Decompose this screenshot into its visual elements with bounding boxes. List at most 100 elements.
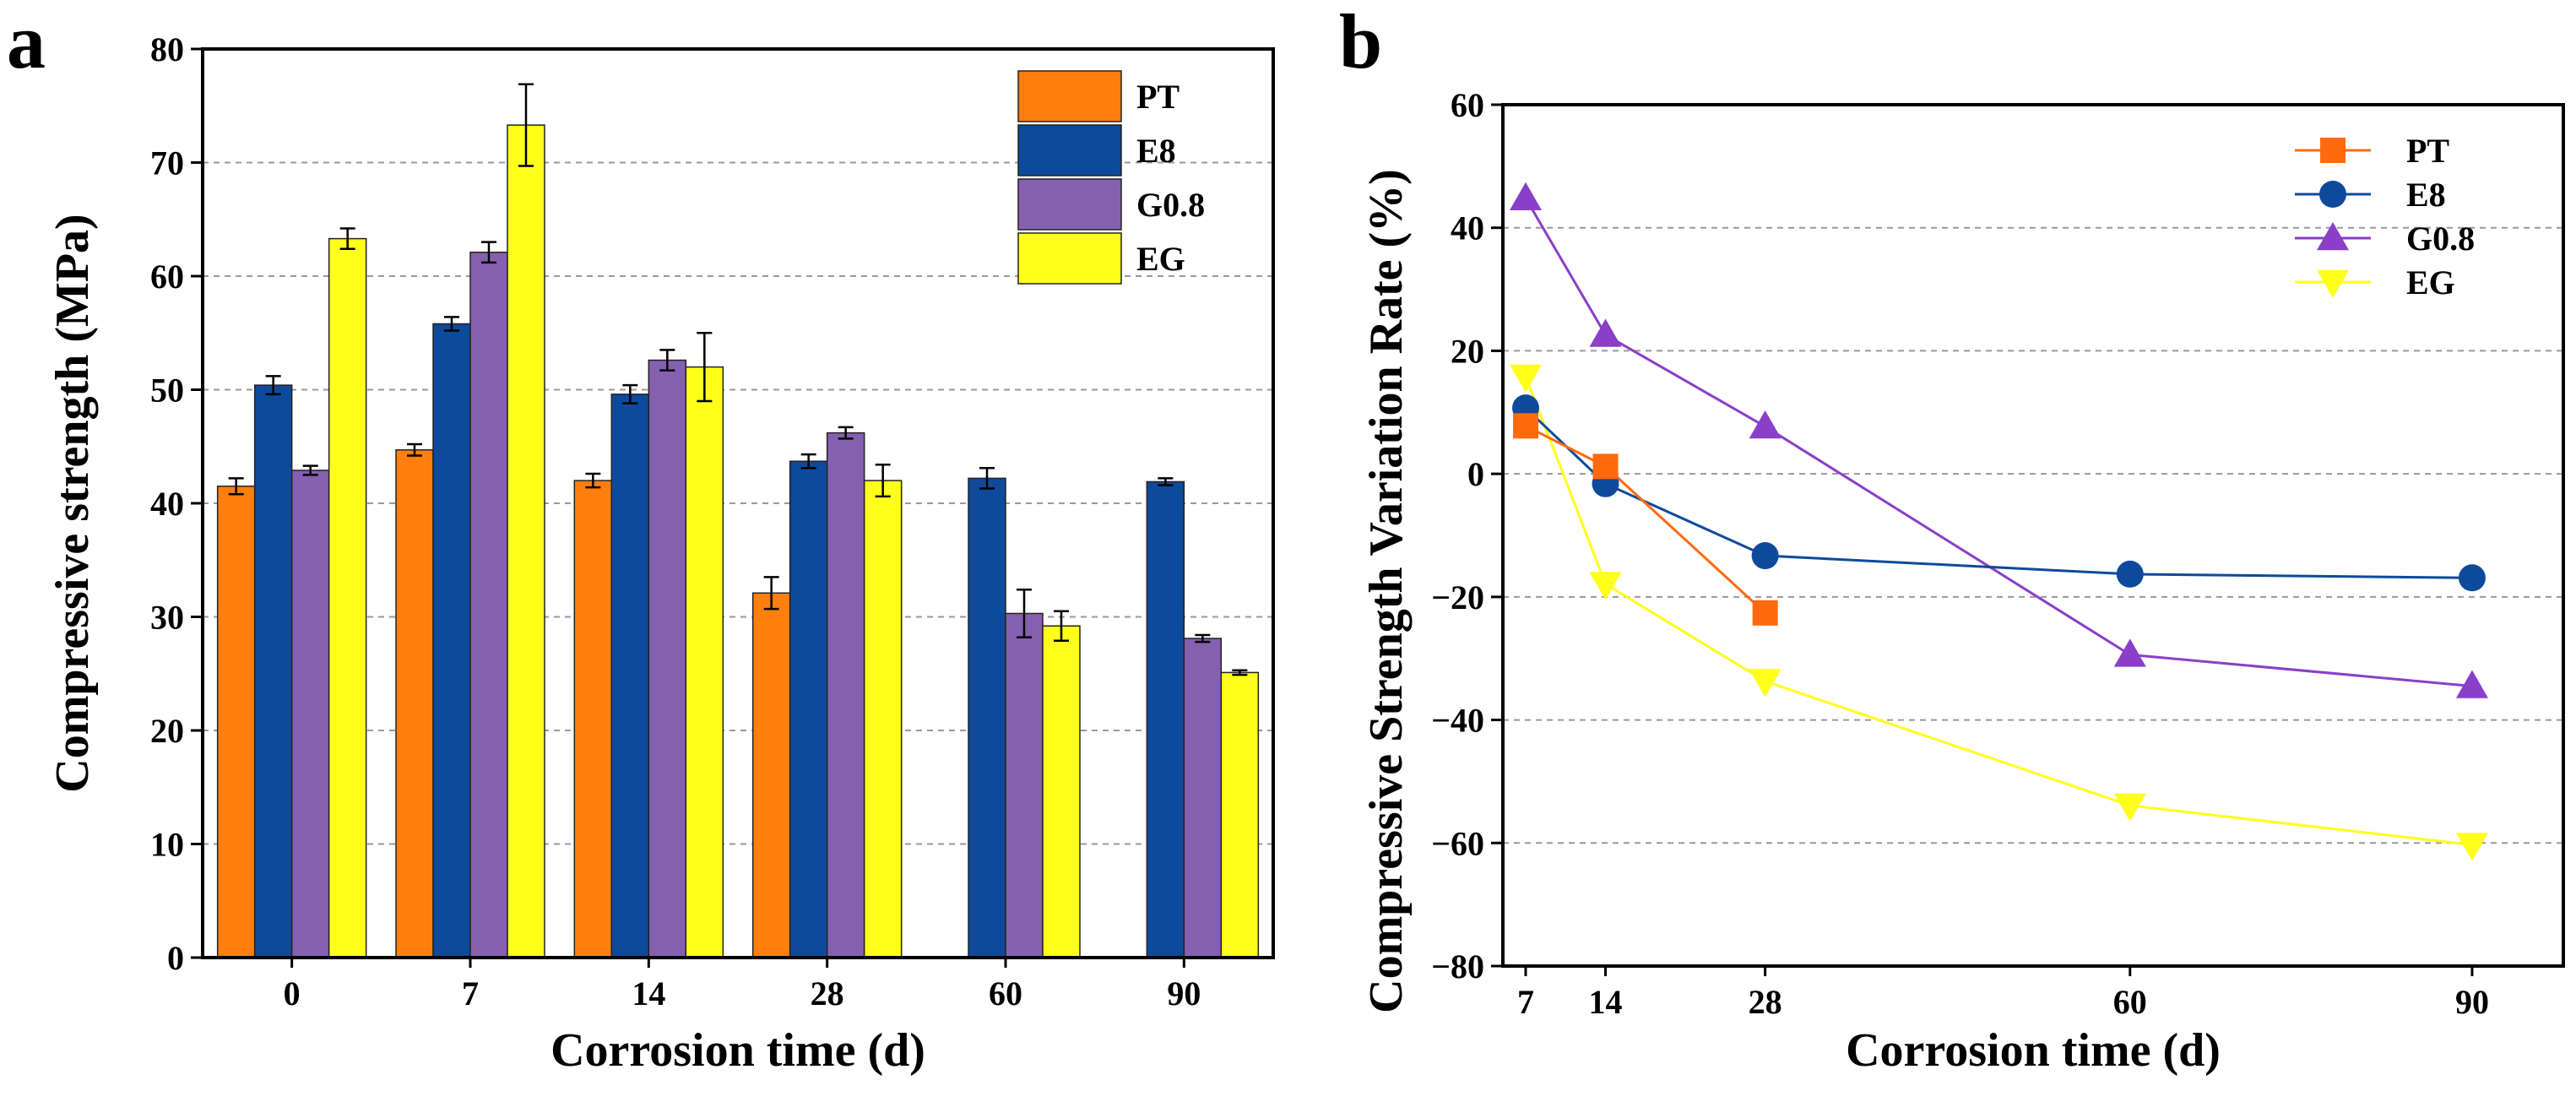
panel-b-y-tick-label: −80 [1431, 947, 1484, 985]
panel-a-y-tick-label: 50 [150, 372, 184, 410]
error-bar-eg-0 [339, 227, 355, 250]
panel-b-legend-marker [2317, 222, 2349, 251]
panel-b-x-tick-label: 7 [1517, 983, 1534, 1021]
panel-b-x-tick-label: 14 [1589, 983, 1623, 1021]
point-pt-7 [1513, 413, 1539, 439]
point-g08-7 [1510, 182, 1543, 210]
bar-e8-60 [968, 477, 1006, 958]
panel-b-x-tick-label: 28 [1749, 983, 1782, 1021]
panel-a-legend-label: EG [1136, 240, 1185, 278]
line-e8 [1524, 407, 2472, 579]
panel-b-y-tick-label: −20 [1431, 578, 1484, 616]
panel-a-x-tick-label: 7 [462, 974, 479, 1012]
panel-a-y-tick-label: 60 [150, 258, 184, 296]
bar-eg-7 [507, 124, 545, 958]
bar-pt-7 [395, 449, 434, 958]
panel-b-y-axis-title: Compressive Strength Variation Rate (%) [1360, 169, 1413, 1013]
bar-e8-7 [432, 323, 471, 958]
panel-a-legend-item-eg: EG [1017, 232, 1185, 285]
panel-a-x-tick-label: 90 [1167, 974, 1201, 1012]
panel-b-y-tick-label: −40 [1431, 702, 1484, 740]
panel-b-legend-marker [2320, 138, 2346, 163]
panel-b-line-chart: b −80 −60 −40 −20 0 20 40 60 7 14 28 60 90 Corrosion… [1339, 0, 2565, 1077]
panel-a-legend-item-g08: G0.8 [1017, 178, 1205, 231]
panel-a-y-tick-label: 70 [150, 144, 184, 182]
panel-a-legend-label: G0.8 [1136, 186, 1205, 224]
error-bar-e8-90 [1158, 477, 1174, 486]
panel-a-legend-item-e8: E8 [1017, 124, 1176, 176]
panel-b-legend-label: G0.8 [2406, 220, 2475, 258]
line-eg [1524, 376, 2473, 846]
bar-g08-90 [1183, 638, 1223, 958]
point-pt-28 [1752, 600, 1778, 626]
bar-g08-0 [290, 470, 330, 958]
error-bar-g08-28 [838, 426, 854, 440]
panel-a-y-tick-label: 30 [150, 599, 184, 637]
point-e8-60 [2116, 560, 2144, 588]
point-e8-28 [1751, 542, 1779, 570]
bar-pt-0 [216, 486, 256, 958]
bar-g08-7 [469, 252, 508, 958]
error-bar-pt-0 [228, 477, 244, 496]
bar-pt-14 [573, 480, 613, 958]
bar-e8-14 [610, 394, 650, 958]
panel-a-x-tick-label: 0 [284, 974, 301, 1012]
panel-b-x-tick-label: 60 [2113, 983, 2147, 1021]
panel-a-legend-item-pt: PT [1017, 70, 1180, 122]
error-bar-eg-60 [1054, 610, 1069, 642]
panel-b-x-tick-label: 90 [2455, 983, 2489, 1021]
panel-a-legend-label: PT [1136, 78, 1180, 116]
panel-a-legend-swatch [1017, 70, 1122, 122]
error-bar-g08-90 [1195, 633, 1211, 643]
bar-e8-28 [789, 460, 828, 958]
panel-b-legend-item-eg: EG [2295, 263, 2455, 301]
point-e8-90 [2458, 564, 2486, 592]
error-bar-e8-0 [265, 375, 281, 396]
error-bar-e8-28 [800, 453, 816, 470]
panel-b-legend-item-g08: G0.8 [2295, 220, 2475, 258]
panel-a-legend-swatch [1017, 124, 1122, 176]
bar-e8-0 [253, 384, 293, 958]
error-bar-e8-14 [622, 383, 638, 404]
point-g08-28 [1749, 410, 1782, 439]
panel-b-legend-label: PT [2406, 132, 2449, 170]
error-bar-pt-28 [763, 576, 779, 611]
panel-b-legend-label: EG [2406, 263, 2455, 301]
point-eg-7 [1510, 364, 1543, 394]
panel-a-x-tick-label: 14 [632, 974, 665, 1012]
error-bar-g08-0 [302, 464, 318, 476]
panel-b-legend-item-e8: E8 [2295, 176, 2446, 214]
panel-a-x-tick-label: 28 [811, 974, 844, 1012]
error-bar-eg-28 [875, 464, 891, 498]
point-pt-14 [1592, 453, 1619, 480]
panel-b-y-tick-label: 60 [1451, 86, 1484, 124]
error-bar-eg-90 [1232, 669, 1248, 676]
bar-e8-90 [1146, 480, 1185, 958]
panel-a-legend-swatch [1017, 232, 1122, 285]
panel-b-plot-frame [1501, 103, 2565, 968]
point-eg-14 [1589, 572, 1622, 600]
point-g08-60 [2113, 638, 2146, 667]
error-bar-eg-14 [697, 332, 713, 403]
bar-eg-14 [685, 366, 724, 958]
point-g08-14 [1589, 318, 1622, 347]
panel-a-letter: a [7, 0, 46, 84]
panel-a-legend-swatch [1017, 178, 1122, 231]
panel-b-y-tick-label: −60 [1431, 824, 1484, 862]
panel-b-legend-item-pt: PT [2295, 132, 2449, 170]
bar-eg-0 [328, 237, 367, 958]
error-bar-g08-7 [481, 241, 496, 264]
panel-a-y-tick-label: 40 [150, 485, 184, 523]
panel-a-y-tick-label: 0 [167, 939, 184, 977]
panel-a-x-tick-label: 60 [989, 974, 1022, 1012]
panel-a-legend-label: E8 [1136, 132, 1176, 170]
panel-b-letter: b [1339, 0, 1382, 84]
point-eg-60 [2113, 793, 2146, 822]
error-bar-g08-60 [1017, 588, 1032, 638]
point-eg-28 [1749, 669, 1782, 698]
error-bar-eg-7 [518, 83, 534, 167]
error-bar-pt-7 [407, 442, 422, 457]
point-eg-90 [2455, 833, 2488, 861]
panel-a-y-tick-label: 20 [150, 712, 184, 750]
error-bar-e8-7 [444, 316, 459, 332]
